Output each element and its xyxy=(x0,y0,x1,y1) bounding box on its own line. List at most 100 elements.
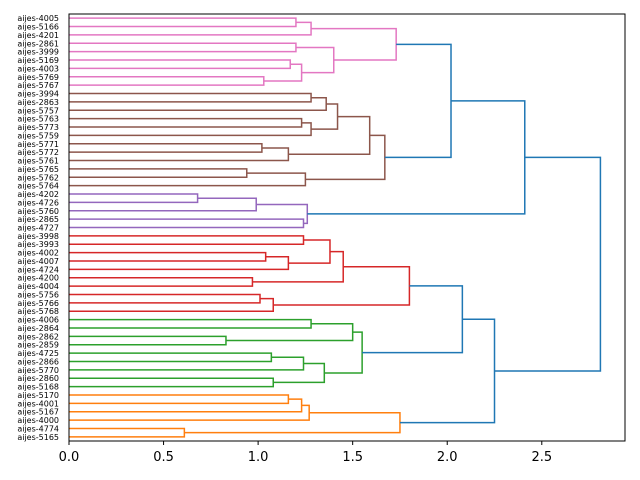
leaf-label: aijes-5770 xyxy=(17,366,59,375)
link-o1 xyxy=(69,394,290,405)
leaf-label: aijes-4725 xyxy=(17,349,59,358)
link-p6 xyxy=(263,63,303,82)
x-axis-ticks: 0.0 0.5 1.0 1.5 2.0 2.5 xyxy=(59,441,552,465)
link-g2 xyxy=(69,335,227,346)
x-tick-label: 1.0 xyxy=(248,450,269,465)
leaf-label: aijes-5168 xyxy=(17,383,59,392)
link-t4 xyxy=(399,318,496,424)
leaf-label: aijes-3994 xyxy=(17,90,59,99)
leaf-label: aijes-4726 xyxy=(17,198,59,207)
leaf-label: aijes-5169 xyxy=(17,56,59,65)
link-g8 xyxy=(324,331,363,374)
link-r9 xyxy=(273,265,411,306)
leaf-label: aijes-5757 xyxy=(17,106,59,115)
link-p3 xyxy=(69,42,297,53)
link-o2 xyxy=(69,398,303,413)
link-t3 xyxy=(362,285,464,354)
x-tick-label: 1.5 xyxy=(342,450,363,465)
leaf-label: aijes-5759 xyxy=(17,131,59,140)
link-b9 xyxy=(69,168,248,179)
leaf-label: aijes-5165 xyxy=(17,433,59,442)
leaf-label: aijes-4004 xyxy=(17,282,59,291)
link-b2 xyxy=(69,96,327,112)
leaf-label: aijes-4003 xyxy=(17,64,59,73)
leaf-label: aijes-5772 xyxy=(17,148,59,157)
link-b5 xyxy=(311,103,339,130)
link-o5 xyxy=(184,411,401,434)
leaf-label: aijes-5167 xyxy=(17,408,59,417)
link-v3 xyxy=(69,218,305,229)
x-tick-label: 0.0 xyxy=(59,450,80,465)
plot-frame xyxy=(68,13,626,442)
leaf-label: aijes-4001 xyxy=(17,399,59,408)
link-b11 xyxy=(305,134,386,181)
leaf-label: aijes-5768 xyxy=(17,307,59,316)
leaf-label: aijes-4000 xyxy=(17,416,59,425)
leaf-label: aijes-4006 xyxy=(17,316,59,325)
leaf-label: aijes-2865 xyxy=(17,215,59,224)
leaf-label: aijes-5761 xyxy=(17,157,59,166)
link-b1 xyxy=(69,92,312,103)
leaf-label: aijes-5760 xyxy=(17,207,59,216)
leaf-label: aijes-2860 xyxy=(17,374,59,383)
leaf-label: aijes-5170 xyxy=(17,391,59,400)
link-r5 xyxy=(69,276,254,287)
link-b4 xyxy=(69,122,312,137)
link-g5 xyxy=(69,356,305,371)
link-g4 xyxy=(69,352,273,363)
link-p1 xyxy=(69,17,297,28)
leaf-label: aijes-5762 xyxy=(17,173,59,182)
leaf-label: aijes-3993 xyxy=(17,240,59,249)
leaf-label: aijes-5767 xyxy=(17,81,59,90)
link-r3 xyxy=(69,256,290,271)
link-g3 xyxy=(225,323,354,342)
leaf-label: aijes-2862 xyxy=(17,332,59,341)
link-p8 xyxy=(311,27,397,61)
leaf-label: aijes-4724 xyxy=(17,265,59,274)
leaf-label: aijes-5166 xyxy=(17,23,59,32)
link-t5 xyxy=(494,156,602,372)
leaf-label: aijes-4727 xyxy=(17,224,59,233)
link-b7 xyxy=(69,147,290,162)
link-g1 xyxy=(69,318,312,329)
x-tick-label: 2.0 xyxy=(437,450,458,465)
dendrogram-links xyxy=(69,17,602,438)
link-p2 xyxy=(69,21,312,36)
leaf-label: aijes-5763 xyxy=(17,115,59,124)
leaf-label: aijes-4202 xyxy=(17,190,59,199)
link-o4 xyxy=(69,427,186,438)
x-tick-label: 0.5 xyxy=(153,450,174,465)
link-r8 xyxy=(69,297,274,312)
leaf-label: aijes-3998 xyxy=(17,232,59,241)
link-o3 xyxy=(69,404,310,421)
leaf-label: aijes-2866 xyxy=(17,357,59,366)
link-b10 xyxy=(69,172,307,187)
leaf-label: aijes-5756 xyxy=(17,290,59,299)
link-t1 xyxy=(384,43,452,159)
leaf-label: aijes-5773 xyxy=(17,123,59,132)
leaf-label: aijes-2864 xyxy=(17,324,59,333)
link-r2 xyxy=(69,251,267,262)
leaf-label: aijes-5769 xyxy=(17,73,59,82)
leaf-label: aijes-5765 xyxy=(17,165,59,174)
leaf-label: aijes-4002 xyxy=(17,249,59,258)
link-v2 xyxy=(69,197,257,212)
x-tick-label: 2.5 xyxy=(531,450,552,465)
link-b6 xyxy=(69,143,263,153)
leaf-labels: aijes-4005aijes-5166aijes-4201aijes-2861… xyxy=(17,14,59,442)
link-b3 xyxy=(69,117,303,128)
leaf-label: aijes-4007 xyxy=(17,257,59,266)
link-v4 xyxy=(256,203,309,225)
link-g6 xyxy=(69,377,274,388)
link-g7 xyxy=(273,362,326,384)
leaf-label: aijes-5764 xyxy=(17,182,59,191)
link-p5 xyxy=(69,76,265,86)
link-r7 xyxy=(69,293,261,304)
link-v1 xyxy=(69,193,199,204)
leaf-label: aijes-2861 xyxy=(17,39,59,48)
leaf-label: aijes-2863 xyxy=(17,98,59,107)
leaf-label: aijes-4005 xyxy=(17,14,59,23)
link-p4 xyxy=(69,59,292,70)
leaf-label: aijes-4201 xyxy=(17,31,59,40)
